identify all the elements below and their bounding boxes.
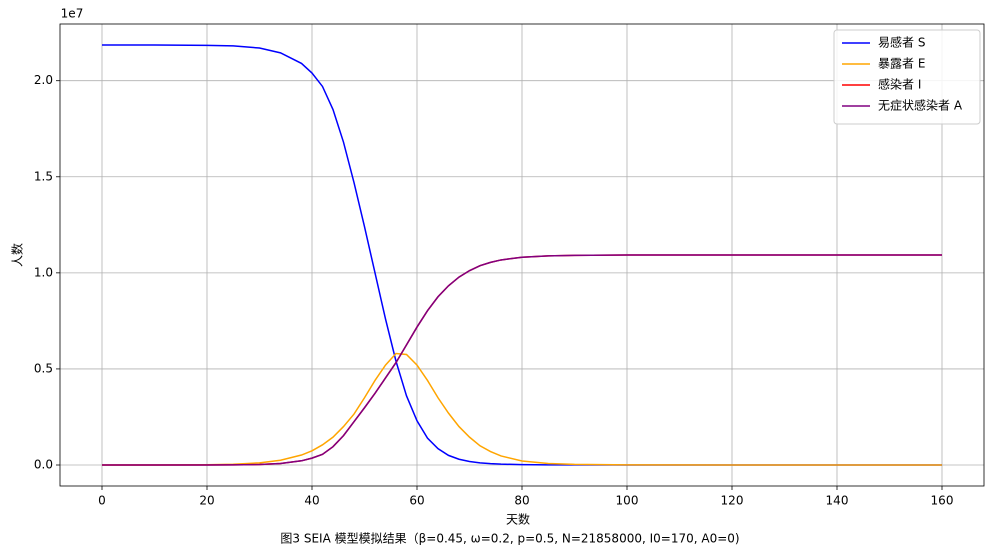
plot-frame xyxy=(59,23,985,487)
x-tick-label: 80 xyxy=(514,494,529,508)
caption: 图3 SEIA 模型模拟结果（β=0.45, ω=0.2, p=0.5, N=2… xyxy=(280,532,739,546)
y-tick-label: 0.5 xyxy=(34,361,53,375)
y-tick-label: 1.5 xyxy=(34,169,53,183)
x-axis-label: 天数 xyxy=(506,512,530,527)
series-line xyxy=(101,44,943,466)
x-tick-label: 100 xyxy=(616,494,639,508)
y-offset-label: 1e7 xyxy=(61,7,84,21)
legend-label: 暴露者 E xyxy=(878,57,925,71)
x-tick-label: 140 xyxy=(826,494,849,508)
x-tick-label: 20 xyxy=(199,494,214,508)
legend-label: 无症状感染者 A xyxy=(878,98,963,113)
x-tick-label: 120 xyxy=(721,494,744,508)
x-tick-label: 0 xyxy=(98,494,106,508)
legend-label: 易感者 S xyxy=(878,35,925,50)
series-line xyxy=(101,352,942,466)
legend-box xyxy=(833,29,981,125)
y-tick-label: 2.0 xyxy=(34,73,53,87)
x-tick-label: 60 xyxy=(409,494,424,508)
x-tick-label: 160 xyxy=(931,494,954,508)
legend: 易感者 S 暴露者 E 感染者 I 无症状感染者 A xyxy=(833,29,981,125)
legend-label: 感染者 I xyxy=(878,77,921,92)
series-line xyxy=(101,254,942,466)
y-axis-label: 人数 xyxy=(10,243,25,267)
x-tick-label: 40 xyxy=(304,494,319,508)
y-tick-label: 0.0 xyxy=(34,458,53,472)
y-tick-label: 1.0 xyxy=(34,265,53,279)
